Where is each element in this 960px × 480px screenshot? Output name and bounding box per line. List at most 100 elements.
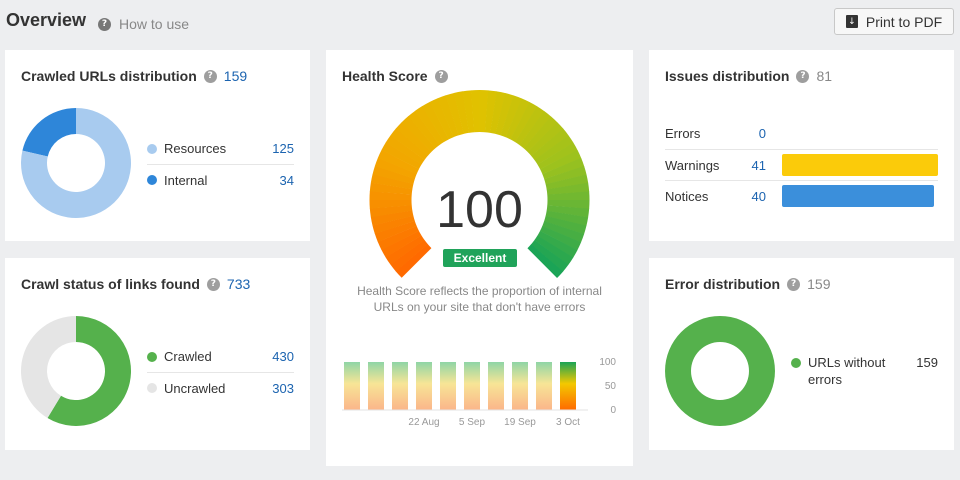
legend-item-resources[interactable]: Resources 125 xyxy=(147,133,294,164)
history-bar[interactable] xyxy=(560,362,576,410)
link-status-title: Crawl status of links found ? 733 xyxy=(21,276,250,292)
gauge-segment xyxy=(395,244,432,278)
how-to-use-link[interactable]: ? How to use xyxy=(98,16,189,32)
crawled-urls-donut xyxy=(21,108,131,218)
issue-row-warnings[interactable]: Warnings 41 xyxy=(665,149,938,180)
legend-label: Internal xyxy=(164,172,208,188)
gauge-segment xyxy=(515,106,545,146)
history-bar[interactable] xyxy=(392,362,408,410)
link-status-total[interactable]: 733 xyxy=(226,276,251,292)
issue-row-errors[interactable]: Errors 0 xyxy=(665,118,938,149)
gauge-segment xyxy=(523,116,558,153)
card-title-text: Crawl status of links found xyxy=(21,276,200,292)
help-icon[interactable]: ? xyxy=(203,69,217,83)
health-history-chart: 0 50 100 22 Aug 5 Sep 19 Sep 3 Oct xyxy=(342,357,616,428)
gauge-segment xyxy=(479,90,489,133)
gauge-segment xyxy=(437,95,459,138)
gauge-segment xyxy=(374,220,417,243)
print-to-pdf-button[interactable]: ↓ Print to PDF xyxy=(834,8,954,35)
crawled-urls-total[interactable]: 159 xyxy=(223,68,248,84)
legend-value[interactable]: 34 xyxy=(279,172,294,188)
history-bar[interactable] xyxy=(464,362,480,410)
history-bar[interactable] xyxy=(344,362,360,410)
how-to-use-label: How to use xyxy=(119,16,190,32)
gauge-segment xyxy=(470,90,480,133)
legend-value[interactable]: 303 xyxy=(272,380,294,396)
page-title: Overview xyxy=(6,10,87,30)
gauge-segment xyxy=(401,116,436,152)
history-bar[interactable] xyxy=(488,362,504,410)
print-label: Print to PDF xyxy=(865,13,943,30)
help-icon: ? xyxy=(98,17,111,31)
gauge-segment xyxy=(542,157,585,180)
health-status-badge: Excellent xyxy=(443,249,517,267)
issues-distribution-title: Issues distribution ? 81 xyxy=(665,68,832,84)
legend-value: 159 xyxy=(916,355,938,370)
legend-dot xyxy=(147,143,157,154)
gauge-segment xyxy=(534,235,574,265)
help-icon[interactable]: ? xyxy=(206,277,220,291)
gauge-segment xyxy=(385,235,425,265)
history-bar[interactable] xyxy=(440,362,456,410)
issue-label: Warnings xyxy=(665,157,720,173)
gauge-segment xyxy=(370,210,414,226)
gauge-segment xyxy=(527,122,564,156)
legend-label: URLs without errors xyxy=(808,355,886,387)
legend-item-crawled[interactable]: Crawled 430 xyxy=(147,341,294,372)
error-dist-total: 159 xyxy=(807,276,831,292)
donut-slice-internal[interactable] xyxy=(22,108,76,157)
gauge-segment xyxy=(534,135,574,165)
issue-bar-track xyxy=(782,185,938,207)
gauge-segment xyxy=(422,101,449,143)
legend-item-internal[interactable]: Internal 34 xyxy=(147,164,294,195)
donut-slice-crawled[interactable] xyxy=(47,316,131,426)
gauge-segment xyxy=(500,95,522,138)
help-icon[interactable]: ? xyxy=(787,277,801,291)
issue-value[interactable]: 40 xyxy=(751,188,766,204)
history-bar[interactable] xyxy=(416,362,432,410)
gauge-segment xyxy=(546,182,590,195)
gauge-segment xyxy=(547,200,590,209)
donut-slice-urls-without-errors[interactable] xyxy=(665,316,775,426)
history-bar[interactable] xyxy=(512,362,528,410)
error-distribution-card: Error distribution ? 159 URLs without er… xyxy=(649,258,954,450)
history-bar[interactable] xyxy=(368,362,384,410)
legend-dot xyxy=(791,358,801,368)
gauge-segment xyxy=(453,91,470,134)
issue-bar-notices[interactable] xyxy=(782,185,934,207)
x-tick-label: 3 Oct xyxy=(556,417,580,428)
gauge-segment xyxy=(369,205,413,218)
issue-bar-warnings[interactable] xyxy=(782,154,938,176)
gauge-segment xyxy=(390,239,428,272)
gauge-segment xyxy=(377,149,420,174)
gauge-segment xyxy=(395,121,432,156)
legend-value[interactable]: 125 xyxy=(272,141,294,156)
x-tick-label: 5 Sep xyxy=(459,417,486,428)
gauge-segment xyxy=(408,110,440,149)
history-bar[interactable] xyxy=(536,362,552,410)
issue-label: Notices xyxy=(665,188,709,204)
help-icon[interactable]: ? xyxy=(796,69,810,83)
gauge-segment xyxy=(445,92,464,136)
issue-row-notices[interactable]: Notices 40 xyxy=(665,180,938,211)
issue-value[interactable]: 0 xyxy=(758,126,766,141)
help-icon[interactable]: ? xyxy=(434,69,448,83)
issues-total: 81 xyxy=(816,68,833,84)
donut-slice-resources[interactable] xyxy=(21,108,131,218)
health-description: Health Score reflects the proportion of … xyxy=(357,284,602,314)
y-tick-label: 0 xyxy=(610,405,616,416)
health-score-title: Health Score ? xyxy=(342,68,448,84)
donut-slice-uncrawled[interactable] xyxy=(21,316,76,419)
gauge-segment xyxy=(429,98,454,140)
legend-item-urls-without-errors[interactable]: URLs without errors 159 xyxy=(791,354,938,388)
card-title-text: Error distribution xyxy=(665,276,781,292)
legend-dot xyxy=(147,175,157,185)
gauge-segment xyxy=(510,101,538,143)
legend-value[interactable]: 430 xyxy=(272,349,294,364)
issue-value[interactable]: 41 xyxy=(751,157,766,173)
gauge-segment xyxy=(546,205,590,218)
legend-dot xyxy=(147,383,157,393)
legend-label: Crawled xyxy=(164,349,212,364)
page-header: Overview ? How to use ↓ Print to PDF xyxy=(6,8,954,38)
legend-item-uncrawled[interactable]: Uncrawled 303 xyxy=(147,372,294,403)
